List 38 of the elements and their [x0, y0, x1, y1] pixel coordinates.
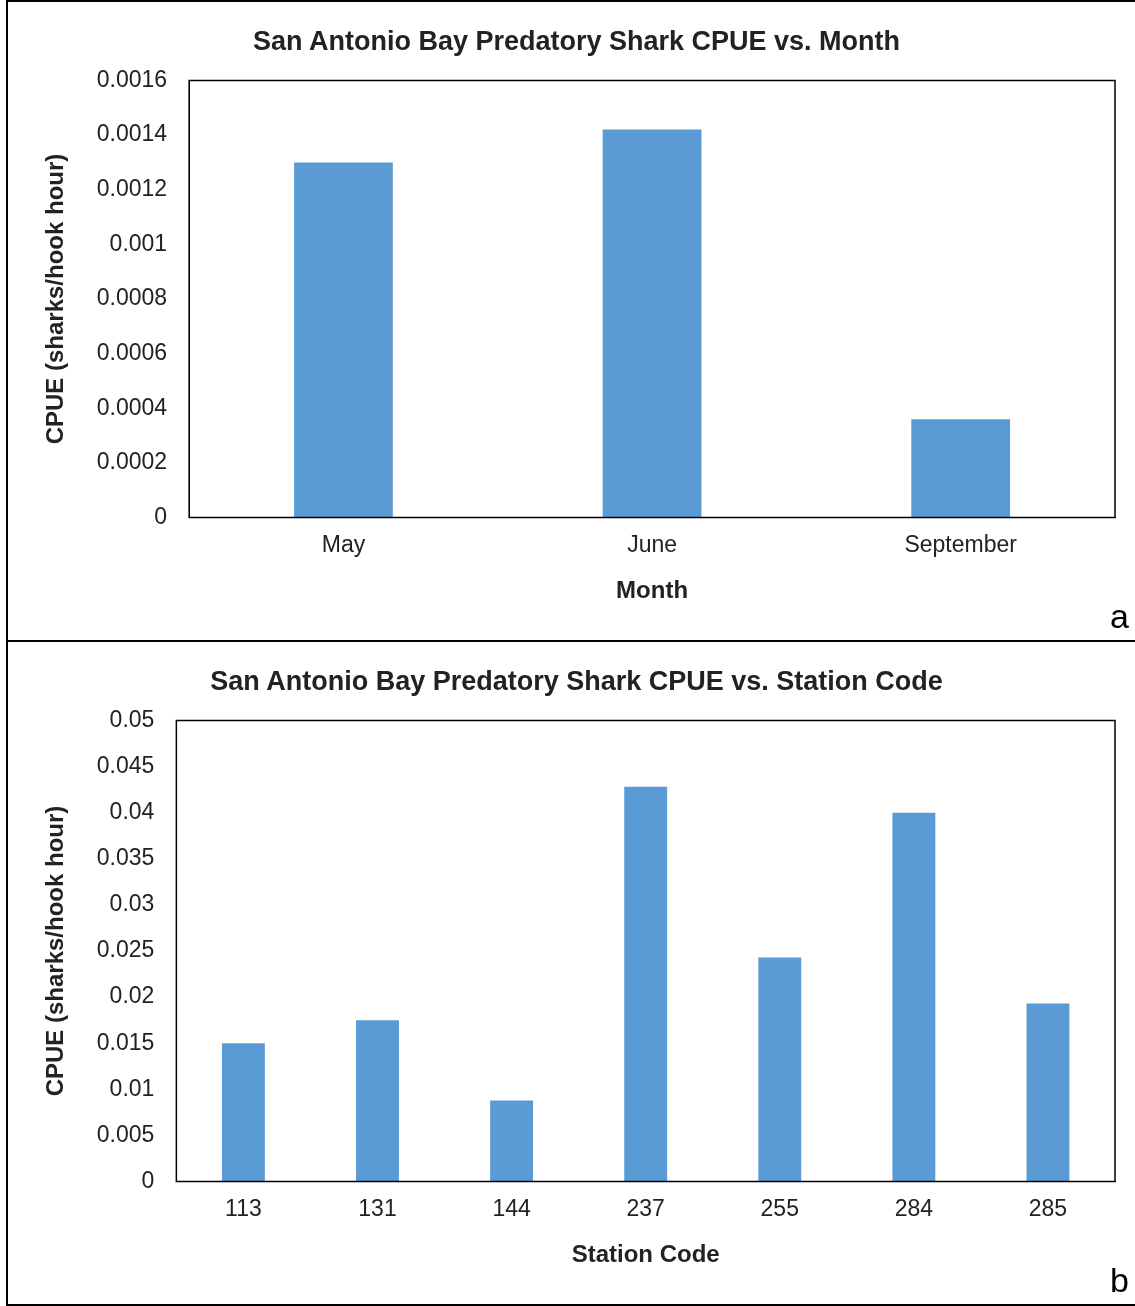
y-tick-label: 0.0006: [96, 338, 168, 365]
y-tick-label: 0.0012: [96, 175, 168, 202]
x-axis-title: Station Code: [571, 1240, 720, 1268]
y-tick-label: 0.05: [109, 705, 155, 732]
y-tick-label: 0.015: [96, 1028, 155, 1055]
y-tick-label: 0: [154, 502, 168, 529]
y-tick-label: 0.025: [96, 936, 155, 963]
x-tick-label: May: [321, 530, 366, 557]
y-tick-label: 0.0014: [96, 120, 168, 147]
y-tick-label: 0.045: [96, 751, 155, 778]
y-tick-label: 0.035: [96, 844, 155, 871]
y-axis-title: CPUE (sharks/hook hour): [41, 153, 69, 445]
x-axis-title: Month: [616, 576, 689, 604]
chart-title: San Antonio Bay Predatory Shark CPUE vs. Station Code: [210, 665, 943, 696]
x-tick-label: 113: [225, 1194, 262, 1221]
chart-title: San Antonio Bay Predatory Shark CPUE vs. Month: [252, 25, 901, 56]
y-tick-label: 0: [141, 1166, 155, 1193]
y-tick-label: 0.04: [109, 797, 155, 824]
y-tick-label: 0.0002: [96, 448, 168, 475]
y-tick-label: 0.02: [109, 982, 155, 1009]
text: a: [1110, 597, 1130, 636]
y-tick-label: 0.001: [109, 229, 168, 256]
y-tick-label: 0.0008: [96, 284, 168, 311]
y-tick-label: 0.03: [109, 890, 155, 917]
x-tick-label: 144: [492, 1194, 531, 1221]
x-tick-label: 285: [1028, 1194, 1068, 1221]
x-tick-label: 131: [358, 1194, 397, 1221]
y-tick-label: 0.01: [109, 1074, 155, 1101]
text: b: [1110, 1261, 1129, 1300]
y-tick-label: 0.0004: [96, 393, 168, 420]
x-tick-label: 284: [894, 1194, 934, 1221]
x-tick-label: June: [627, 530, 678, 557]
y-tick-label: 0.0016: [96, 65, 168, 92]
x-tick-label: 237: [626, 1194, 665, 1221]
x-tick-label: September: [904, 530, 1018, 557]
y-tick-label: 0.005: [96, 1120, 155, 1147]
x-tick-label: 255: [760, 1194, 799, 1221]
y-axis-title: CPUE (sharks/hook hour): [41, 805, 69, 1097]
